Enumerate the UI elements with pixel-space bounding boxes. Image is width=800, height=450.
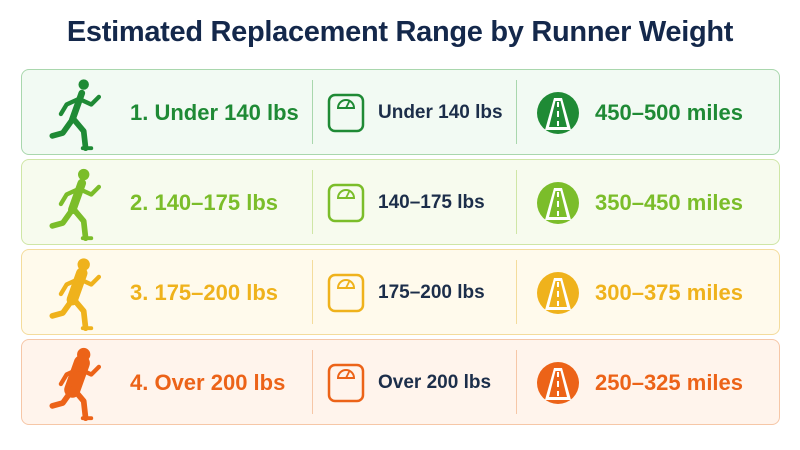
weight-label: Under 140 lbs: [378, 102, 503, 123]
column-divider: [312, 260, 313, 324]
miles-label: 250–325 miles: [595, 370, 744, 395]
column-divider: [516, 80, 517, 144]
column-divider: [312, 170, 313, 234]
column-divider: [516, 170, 517, 234]
weight-label: 140–175 lbs: [378, 192, 485, 213]
category-label: 3. 175–200 lbs: [130, 280, 279, 305]
scale-icon: [327, 183, 365, 223]
scale-icon: [327, 93, 365, 133]
runner-icon: [49, 347, 102, 422]
row-under-140: 1. Under 140 lbs Under 140 lbs 450–500 m…: [21, 69, 780, 155]
miles-label: 350–450 miles: [595, 190, 744, 215]
miles-label: 300–375 miles: [595, 280, 744, 305]
row-over-200: 4. Over 200 lbs Over 200 lbs 250–325 mil…: [21, 339, 780, 425]
runner-icon: [49, 168, 102, 242]
runner-icon: [49, 79, 102, 152]
rows-list: 1. Under 140 lbs Under 140 lbs 450–500 m…: [21, 69, 780, 429]
scale-icon: [327, 273, 365, 313]
road-icon: [537, 272, 579, 314]
weight-label: Over 200 lbs: [378, 372, 492, 393]
road-icon: [537, 362, 579, 404]
category-label: 1. Under 140 lbs: [130, 100, 299, 125]
weight-label: 175–200 lbs: [378, 282, 485, 303]
scale-icon: [327, 363, 365, 403]
row-140-175: 2. 140–175 lbs 140–175 lbs 350–450 miles: [21, 159, 780, 245]
category-label: 4. Over 200 lbs: [130, 370, 286, 395]
page-title: Estimated Replacement Range by Runner We…: [66, 16, 734, 48]
miles-label: 450–500 miles: [595, 100, 744, 125]
row-175-200: 3. 175–200 lbs 175–200 lbs 300–375 miles: [21, 249, 780, 335]
road-icon: [537, 92, 579, 134]
road-icon: [537, 182, 579, 224]
column-divider: [516, 260, 517, 324]
column-divider: [312, 350, 313, 414]
column-divider: [516, 350, 517, 414]
runner-icon: [49, 258, 102, 332]
column-divider: [312, 80, 313, 144]
category-label: 2. 140–175 lbs: [130, 190, 279, 215]
